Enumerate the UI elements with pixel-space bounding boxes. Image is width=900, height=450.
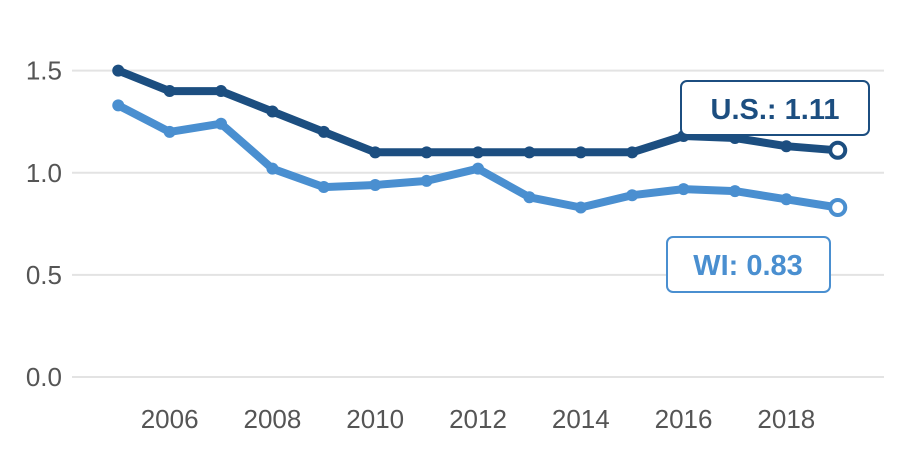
wi-data-point — [317, 181, 330, 194]
x-tick-label: 2010 — [346, 404, 404, 434]
us-data-point — [112, 64, 125, 77]
wi-data-point — [626, 189, 639, 202]
us-data-point — [317, 125, 330, 138]
us-data-point — [626, 146, 639, 159]
series-points — [112, 64, 848, 217]
wi-callout-box — [666, 236, 831, 293]
us-callout-box — [680, 80, 870, 136]
us-data-point — [780, 140, 793, 153]
wi-data-point — [677, 183, 690, 196]
us-data-point — [369, 146, 382, 159]
x-tick-label: 2014 — [552, 404, 610, 434]
wi-callout: WI: 0.83 — [666, 236, 831, 293]
wi-data-point — [574, 201, 587, 214]
us-data-point — [574, 146, 587, 159]
wi-data-point — [828, 197, 848, 217]
x-tick-label: 2006 — [141, 404, 199, 434]
x-tick-label: 2016 — [655, 404, 713, 434]
y-tick-label: 1.5 — [26, 56, 62, 86]
wi-data-point — [112, 99, 125, 112]
wi-data-point — [523, 191, 536, 204]
us-data-point — [472, 146, 484, 159]
wi-data-point — [163, 125, 176, 138]
us-data-point — [523, 146, 536, 159]
x-tick-label: 2018 — [757, 404, 815, 434]
us-data-point — [215, 85, 228, 98]
wi-data-point — [369, 179, 382, 192]
wi-data-point — [266, 162, 279, 175]
wi-data-point — [215, 117, 228, 130]
wi-callout-label: WI: 0.83 — [693, 250, 803, 282]
us-data-point — [163, 85, 176, 98]
us-callout: U.S.: 1.11 — [680, 80, 870, 136]
wi-data-point — [420, 174, 433, 187]
x-axis-tick-labels: 2006 2008 2010 2012 2014 2016 2018 — [141, 404, 816, 434]
us-data-point — [266, 105, 279, 118]
y-tick-label: 0.5 — [26, 260, 62, 290]
x-tick-label: 2012 — [449, 404, 507, 434]
us-data-point — [420, 146, 433, 159]
wi-data-point — [472, 162, 484, 175]
us-data-point — [828, 140, 848, 160]
y-axis-tick-labels: 0.0 0.5 1.0 1.5 — [26, 56, 62, 392]
wi-data-point — [780, 193, 793, 206]
wi-data-point — [728, 185, 741, 198]
y-tick-label: 0.0 — [26, 362, 62, 392]
x-tick-label: 2008 — [244, 404, 302, 434]
y-tick-label: 1.0 — [26, 158, 62, 188]
us-callout-label: U.S.: 1.11 — [711, 94, 840, 126]
